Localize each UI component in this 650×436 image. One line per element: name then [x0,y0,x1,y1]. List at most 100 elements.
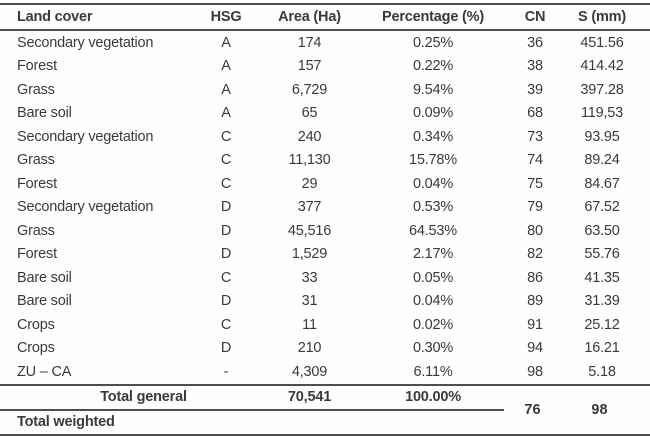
cell-s: 89.24 [584,153,620,168]
table-row: Bare soil A 65 0.09% 68 119,53 [0,102,650,126]
cell-area: 31 [301,294,318,309]
total-weighted-s: 98 [591,401,608,418]
cell-percentage: 15.78% [409,153,457,168]
cell-s: 67.52 [584,200,620,215]
cell-percentage: 0.30% [412,341,454,356]
cell-hsg: C [220,317,232,332]
col-header-hsg: HSG [210,9,242,25]
total-general-row: Total general 70,541 100.00% [0,386,504,411]
cell-area: 240 [297,129,322,144]
totals-right: 76 98 [504,386,650,434]
cell-hsg: C [220,176,232,191]
cell-land-cover: Secondary vegetation [17,200,154,215]
total-general-area: 70,541 [287,389,332,405]
col-header-cn: CN [524,9,546,25]
cell-land-cover: Bare soil [17,106,72,121]
cell-land-cover: ZU – CA [17,364,72,379]
cell-land-cover: Forest [17,59,57,74]
cell-s: 16.21 [584,341,620,356]
cell-area: 6,729 [291,82,328,97]
cell-cn: 94 [527,341,543,356]
cell-percentage: 0.25% [412,35,454,50]
cell-land-cover: Bare soil [17,270,72,285]
cell-cn: 98 [527,364,543,379]
cell-land-cover: Crops [17,341,55,356]
cell-s: 451.56 [580,35,624,50]
total-weighted-label: Total weighted [17,414,115,430]
land-cover-cn-table: Land cover HSG Area (Ha) Percentage (%) … [0,3,650,436]
cell-area: 11 [302,317,317,332]
cell-land-cover: Forest [17,176,57,191]
total-weighted-cn: 76 [524,401,541,418]
cell-hsg: A [221,35,231,50]
cell-s: 119,53 [580,106,624,121]
cell-s: 41.35 [584,270,620,285]
total-general-label: Total general [100,389,187,405]
table-row: Grass C 11,130 15.78% 74 89.24 [0,149,650,173]
cell-hsg: A [221,82,231,97]
cell-percentage: 0.09% [412,106,454,121]
cell-percentage: 0.22% [412,59,454,74]
cell-hsg: C [220,270,232,285]
table-row: Bare soil D 31 0.04% 89 31.39 [0,290,650,314]
cell-area: 1,529 [291,247,328,262]
cell-land-cover: Forest [17,247,57,262]
cell-hsg: C [220,153,232,168]
totals-left: Total general 70,541 100.00% Total weigh… [0,386,504,434]
table-row: Bare soil C 33 0.05% 86 41.35 [0,266,650,290]
cell-percentage: 0.02% [412,317,454,332]
col-header-percentage: Percentage (%) [382,9,484,25]
cell-s: 93.95 [584,129,620,144]
cell-hsg: D [220,223,232,238]
cell-area: 157 [297,59,322,74]
table-header-row: Land cover HSG Area (Ha) Percentage (%) … [0,3,650,31]
cell-hsg: D [220,341,232,356]
cell-cn: 79 [527,200,543,215]
cell-cn: 36 [527,35,543,50]
cell-s: 414.42 [580,59,624,74]
cell-cn: 38 [527,59,543,74]
table-row: Forest A 157 0.22% 38 414.42 [0,55,650,79]
cell-percentage: 0.34% [412,129,454,144]
cell-area: 210 [297,341,322,356]
cell-area: 45,516 [287,223,332,238]
cell-percentage: 64.53% [409,223,457,238]
col-header-s: S (mm) [578,9,626,25]
cell-s: 31.39 [584,294,620,309]
totals-section: Total general 70,541 100.00% Total weigh… [0,383,650,436]
table-row: Forest D 1,529 2.17% 82 55.76 [0,243,650,267]
cell-cn: 39 [527,82,543,97]
cell-hsg: D [220,200,232,215]
cell-land-cover: Secondary vegetation [17,129,154,144]
cell-land-cover: Crops [17,317,55,332]
cell-land-cover: Grass [17,82,55,97]
table-body: Secondary vegetation A 174 0.25% 36 451.… [0,31,650,384]
cell-cn: 91 [527,317,543,332]
cell-hsg: C [220,129,232,144]
cell-cn: 75 [527,176,543,191]
cell-hsg: D [220,247,232,262]
cell-cn: 82 [527,247,543,262]
cell-area: 174 [297,35,322,50]
cell-cn: 68 [527,106,543,121]
cell-land-cover: Secondary vegetation [17,35,154,50]
col-header-area: Area (Ha) [278,9,341,25]
cell-area: 33 [301,270,318,285]
cell-percentage: 6.11% [413,364,453,379]
cell-s: 5.18 [588,364,616,379]
cell-land-cover: Grass [17,153,55,168]
cell-hsg: A [221,106,231,121]
cell-cn: 89 [527,294,543,309]
cell-area: 65 [301,106,318,121]
cell-area: 377 [297,200,322,215]
cell-cn: 80 [527,223,543,238]
table-row: Crops C 11 0.02% 91 25.12 [0,313,650,337]
table-row: Secondary vegetation C 240 0.34% 73 93.9… [0,125,650,149]
table-row: Forest C 29 0.04% 75 84.67 [0,172,650,196]
table-row: Secondary vegetation A 174 0.25% 36 451.… [0,31,650,55]
cell-percentage: 2.17% [412,247,454,262]
cell-land-cover: Grass [17,223,55,238]
total-general-percentage: 100.00% [405,389,461,405]
cell-percentage: 0.04% [412,294,454,309]
